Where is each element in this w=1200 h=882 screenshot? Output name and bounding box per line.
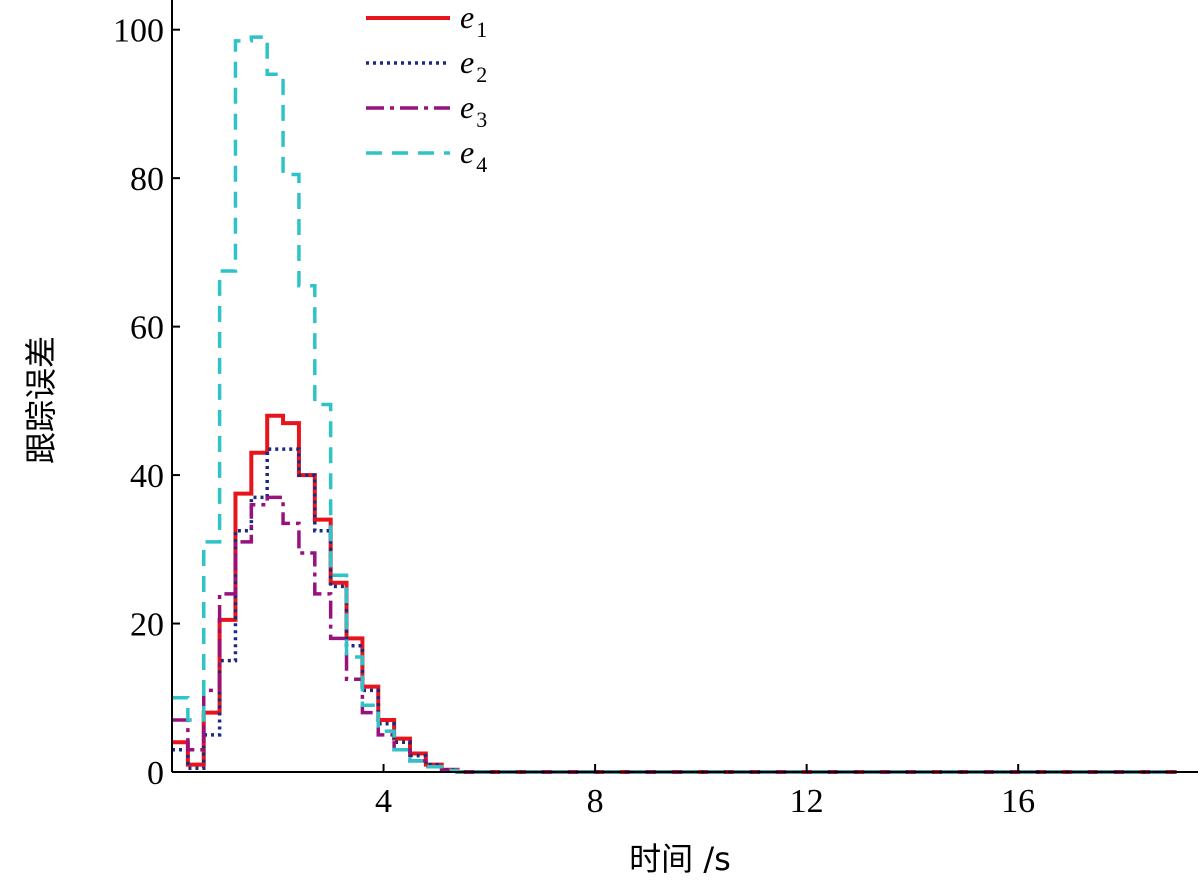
y-tick-label: 80 (130, 161, 164, 198)
series-line-e1 (172, 413, 1177, 774)
y-tick-label: 0 (147, 755, 164, 792)
legend-label-e3: e3 (460, 89, 487, 132)
y-axis-title: 跟踪误差 (22, 336, 60, 464)
x-tick-label: 8 (587, 783, 604, 820)
legend-label-e1: e1 (460, 0, 487, 42)
y-tick-label: 20 (130, 607, 164, 644)
plot-lines (172, 35, 1177, 774)
axes: 0 20 40 60 80 100 4 8 12 16 (113, 0, 1198, 820)
y-tick-label: 60 (130, 310, 164, 347)
legend-label-e2: e2 (460, 44, 487, 87)
y-tick-label: 100 (113, 13, 164, 50)
series-line-e3 (172, 495, 1177, 774)
x-tick-label: 16 (1001, 783, 1035, 820)
series-line-e2 (172, 447, 1177, 774)
x-axis-title: 时间 /s (629, 840, 731, 878)
x-tick-label: 4 (375, 783, 392, 820)
y-tick-label: 40 (130, 458, 164, 495)
series-line-e4 (172, 35, 1177, 774)
x-tick-label: 12 (790, 783, 824, 820)
legend-label-e4: e4 (460, 134, 487, 177)
